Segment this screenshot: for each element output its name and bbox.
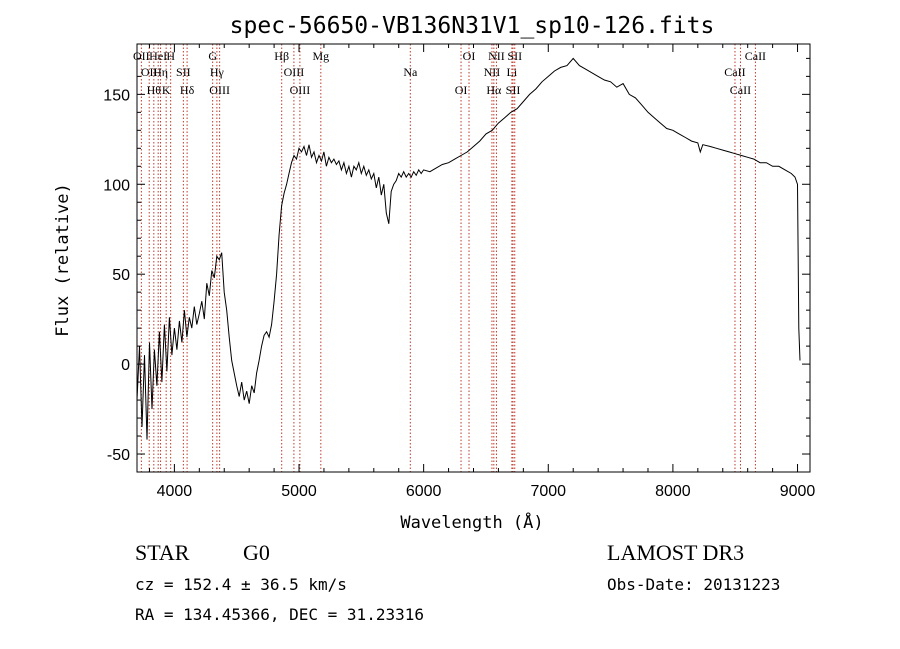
line-label: OIII xyxy=(290,83,311,97)
ra-dec-coordinates: RA = 134.45366, DEC = 31.23316 xyxy=(135,605,424,624)
line-label: HeI xyxy=(149,49,167,63)
emission-line-labels: OIIOIIHθHeIHηKHSIIHδGHγOIIIHβOIIIOIIIMgN… xyxy=(133,49,766,97)
x-tick-label: 8000 xyxy=(655,483,691,500)
line-label: NII xyxy=(484,65,501,79)
x-tick-label: 5000 xyxy=(281,483,317,500)
y-tick-label: 0 xyxy=(121,357,130,374)
object-subclass: G0 xyxy=(243,540,270,565)
line-label: Hη xyxy=(153,65,168,79)
line-label: Hα xyxy=(486,83,502,97)
y-tick-label: 100 xyxy=(103,177,130,194)
survey-name: LAMOST DR3 xyxy=(607,540,744,565)
line-label: SII xyxy=(176,65,191,79)
line-label: Li xyxy=(507,65,518,79)
line-label: OIII xyxy=(284,65,305,79)
observation-date: Obs-Date: 20131223 xyxy=(607,575,780,594)
line-label: CaII xyxy=(745,49,766,63)
x-tick-label: 4000 xyxy=(157,483,193,500)
y-tick-label: -50 xyxy=(107,447,130,464)
x-axis-label: Wavelength (Å) xyxy=(400,511,543,533)
line-label: OII xyxy=(141,65,158,79)
redshift-velocity: cz = 152.4 ± 36.5 km/s xyxy=(135,575,347,594)
y-tick-label: 50 xyxy=(112,267,130,284)
line-label: Hγ xyxy=(210,65,225,79)
line-label: Mg xyxy=(312,49,329,63)
line-label: NII xyxy=(488,49,505,63)
x-tick-label: 6000 xyxy=(406,483,442,500)
line-label: Na xyxy=(403,65,418,79)
x-axis-ticks: 4000 5000 6000 7000 8000 9000 xyxy=(148,44,816,500)
line-label: OI xyxy=(463,49,476,63)
line-label: Hβ xyxy=(274,49,289,63)
chart-title: spec-56650-VB136N31V1_sp10-126.fits xyxy=(230,13,715,39)
line-label: OIII xyxy=(209,83,230,97)
line-label: CaII xyxy=(730,83,751,97)
y-tick-label: 150 xyxy=(103,87,130,104)
line-label: SII xyxy=(506,83,521,97)
line-label: SII xyxy=(507,49,522,63)
x-tick-label: 7000 xyxy=(530,483,566,500)
line-label: Hθ xyxy=(147,83,162,97)
line-label: OII xyxy=(133,49,150,63)
line-label: Hδ xyxy=(180,83,195,97)
line-label: OI xyxy=(455,83,468,97)
line-label: K xyxy=(162,83,171,97)
y-axis-label: Flux (relative) xyxy=(53,183,73,337)
plot-frame xyxy=(136,43,811,473)
line-label: H xyxy=(166,49,175,63)
emission-line-markers xyxy=(140,44,756,472)
y-axis-ticks: -50 0 50 100 150 xyxy=(103,57,810,464)
spectrum-line xyxy=(136,57,801,440)
x-tick-label: 9000 xyxy=(780,483,816,500)
line-label: G xyxy=(208,49,217,63)
line-label: CaII xyxy=(724,65,745,79)
object-class: STAR xyxy=(135,540,190,565)
